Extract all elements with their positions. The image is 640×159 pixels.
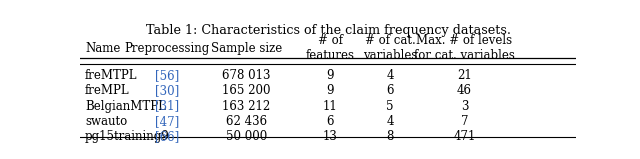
Text: 50 000: 50 000 <box>225 130 267 143</box>
Text: 21: 21 <box>457 69 472 82</box>
Text: Sample size: Sample size <box>211 42 282 55</box>
Text: 471: 471 <box>453 130 476 143</box>
Text: 9: 9 <box>327 84 334 97</box>
Text: 6: 6 <box>387 84 394 97</box>
Text: [47]: [47] <box>155 115 179 128</box>
Text: BelgianMTPL: BelgianMTPL <box>85 100 166 113</box>
Text: 13: 13 <box>323 130 338 143</box>
Text: 678 013: 678 013 <box>222 69 271 82</box>
Text: 6: 6 <box>327 115 334 128</box>
Text: freMTPL: freMTPL <box>85 69 138 82</box>
Text: 165 200: 165 200 <box>222 84 271 97</box>
Text: # of cat.
variables: # of cat. variables <box>363 35 417 62</box>
Text: 7: 7 <box>461 115 468 128</box>
Text: freMPL: freMPL <box>85 84 129 97</box>
Text: 9: 9 <box>327 69 334 82</box>
Text: 11: 11 <box>323 100 338 113</box>
Text: [31]: [31] <box>155 100 179 113</box>
Text: [66]: [66] <box>155 130 179 143</box>
Text: Max. # of levels
for cat. variables: Max. # of levels for cat. variables <box>414 35 515 62</box>
Text: swauto: swauto <box>85 115 127 128</box>
Text: Preprocessing: Preprocessing <box>124 42 209 55</box>
Text: 5: 5 <box>387 100 394 113</box>
Text: [56]: [56] <box>155 69 179 82</box>
Text: 163 212: 163 212 <box>222 100 270 113</box>
Text: Table 1: Characteristics of the claim frequency datasets.: Table 1: Characteristics of the claim fr… <box>145 24 511 37</box>
Text: 46: 46 <box>457 84 472 97</box>
Text: 3: 3 <box>461 100 468 113</box>
Text: 8: 8 <box>387 130 394 143</box>
Text: [30]: [30] <box>155 84 179 97</box>
Text: 62 436: 62 436 <box>225 115 267 128</box>
Text: pg15training9: pg15training9 <box>85 130 170 143</box>
Text: 4: 4 <box>387 115 394 128</box>
Text: 4: 4 <box>387 69 394 82</box>
Text: # of
features: # of features <box>306 35 355 62</box>
Text: Name: Name <box>85 42 120 55</box>
